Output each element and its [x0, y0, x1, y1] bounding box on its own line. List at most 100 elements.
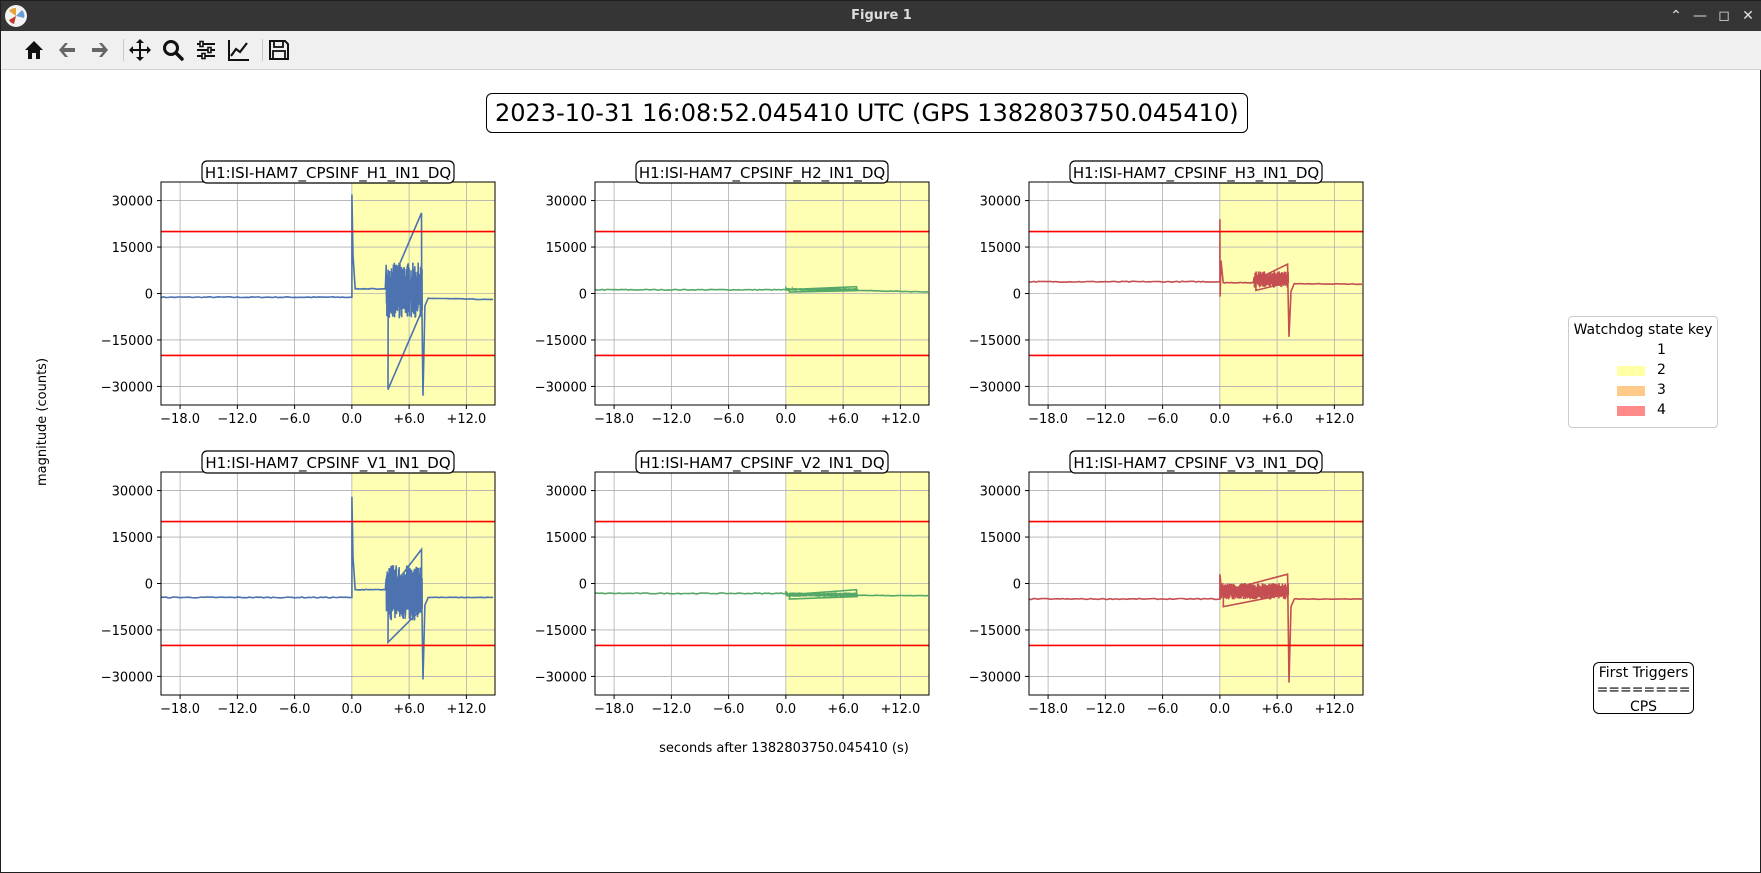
x-tick-label: −12.0 [651, 412, 691, 427]
x-tick-label: +6.0 [827, 702, 859, 717]
x-tick-label: −6.0 [279, 702, 311, 717]
triggers-divider: ======== [1596, 682, 1691, 698]
y-tick-label: 15000 [112, 241, 153, 256]
figure-canvas[interactable]: −18.0 −12.0 −6.0 0.0 +6.0 +12.0 30000 15000 0 −15… [6, 70, 1757, 870]
y-tick-label: −30000 [101, 380, 153, 395]
y-tick-label: 30000 [546, 195, 587, 210]
series-line [161, 194, 494, 396]
y-tick-label: 15000 [546, 241, 587, 256]
x-tick-label: 0.0 [776, 702, 797, 717]
y-tick-label: 30000 [980, 485, 1021, 500]
y-tick-label: 0 [1013, 288, 1021, 303]
series-line [1029, 573, 1363, 683]
legend-entry: 1 [1569, 341, 1717, 361]
y-tick-label: −15000 [101, 334, 153, 349]
minimize-chevron-icon[interactable]: ⌃ [1670, 8, 1682, 24]
save-button[interactable] [264, 35, 294, 65]
subplot-axes: −18.0 −12.0 −6.0 0.0 +6.0 +12.0 30000 15000 0 −15… [969, 160, 1364, 427]
y-tick-label: −30000 [969, 670, 1021, 685]
x-tick-label: +12.0 [880, 702, 920, 717]
y-tick-label: 0 [145, 288, 153, 303]
subplot-axes: −18.0 −12.0 −6.0 0.0 +6.0 +12.0 30000 15000 0 −15… [969, 450, 1364, 717]
close-button[interactable]: ✕ [1742, 8, 1754, 24]
x-axis-label: seconds after 1382803750.045410 (s) [659, 741, 909, 756]
subplot-axes: −18.0 −12.0 −6.0 0.0 +6.0 +12.0 30000 15000 0 −15… [101, 160, 496, 427]
subplot-title-box [1069, 160, 1323, 184]
home-icon [25, 41, 43, 59]
y-tick-label: 30000 [546, 485, 587, 500]
x-tick-label: −18.0 [594, 702, 634, 717]
y-tick-label: 15000 [112, 531, 153, 546]
x-tick-label: +12.0 [1314, 412, 1354, 427]
y-tick-label: 0 [145, 578, 153, 593]
x-tick-label: +6.0 [1261, 412, 1293, 427]
zoom-button[interactable] [158, 35, 188, 65]
x-tick-label: +12.0 [446, 412, 486, 427]
y-tick-label: 15000 [980, 531, 1021, 546]
subplot-title: H1:ISI-HAM7_CPSINF_V2_IN1_DQ [639, 454, 884, 473]
y-tick-label: 15000 [980, 241, 1021, 256]
maximize-button[interactable]: ◻ [1718, 8, 1730, 24]
home-button[interactable] [19, 35, 49, 65]
x-tick-label: +12.0 [880, 412, 920, 427]
x-tick-label: −6.0 [713, 702, 745, 717]
x-tick-label: +6.0 [393, 412, 425, 427]
edit-axis-button[interactable] [224, 35, 254, 65]
legend-swatch [1617, 366, 1645, 376]
subplot-title-box [635, 160, 889, 184]
x-tick-label: 0.0 [1210, 702, 1231, 717]
y-tick-label: 0 [1013, 578, 1021, 593]
forward-button[interactable] [85, 35, 115, 65]
y-tick-label: 30000 [980, 195, 1021, 210]
subplot-title: H1:ISI-HAM7_CPSINF_H2_IN1_DQ [639, 164, 885, 183]
x-tick-label: 0.0 [342, 412, 363, 427]
y-tick-label: −15000 [535, 624, 587, 639]
configure-subplots-button[interactable] [191, 35, 221, 65]
y-axis-label: magnitude (counts) [35, 358, 50, 486]
series-line [1029, 219, 1363, 337]
y-tick-label: 15000 [546, 531, 587, 546]
back-icon [59, 43, 75, 57]
toolbar-separator [123, 39, 124, 61]
subplot-title: H1:ISI-HAM7_CPSINF_V1_IN1_DQ [205, 454, 450, 473]
x-tick-label: +6.0 [1261, 702, 1293, 717]
subplot-axes: −18.0 −12.0 −6.0 0.0 +6.0 +12.0 30000 15000 0 −15… [101, 450, 496, 717]
figure-suptitle: 2023-10-31 16:08:52.045410 UTC (GPS 1382… [486, 93, 1248, 133]
x-tick-label: −18.0 [160, 702, 200, 717]
legend-label: 2 [1657, 362, 1666, 378]
x-tick-label: 0.0 [342, 702, 363, 717]
x-tick-label: +6.0 [827, 412, 859, 427]
x-tick-label: −12.0 [651, 702, 691, 717]
x-tick-label: −18.0 [160, 412, 200, 427]
subplot-title-box [635, 450, 889, 474]
triggers-value: CPS [1629, 699, 1658, 715]
legend-label: 3 [1657, 382, 1666, 398]
series-line [595, 285, 929, 293]
y-tick-label: −30000 [535, 380, 587, 395]
triggers-heading: First Triggers [1598, 665, 1689, 681]
y-tick-label: 0 [579, 288, 587, 303]
x-tick-label: 0.0 [1210, 412, 1231, 427]
series-line [161, 496, 494, 680]
y-tick-label: 0 [579, 578, 587, 593]
app-icon [5, 5, 27, 27]
watchdog-legend: Watchdog state key 1 2 3 4 [1568, 316, 1718, 428]
zoom-icon [163, 40, 184, 61]
y-tick-label: −15000 [101, 624, 153, 639]
back-button[interactable] [52, 35, 82, 65]
subplot-title: H1:ISI-HAM7_CPSINF_H3_IN1_DQ [1073, 164, 1319, 183]
minimize-button[interactable]: — [1693, 8, 1707, 24]
subplot-title-box [1069, 450, 1323, 474]
legend-entry: 2 [1569, 361, 1717, 381]
x-tick-label: −6.0 [1147, 702, 1179, 717]
pan-button[interactable] [125, 35, 155, 65]
title-bar: Figure 1 ⌃ — ◻ ✕ [1, 1, 1761, 31]
x-tick-label: −12.0 [1085, 412, 1125, 427]
y-tick-label: −15000 [535, 334, 587, 349]
subplot-axes: −18.0 −12.0 −6.0 0.0 +6.0 +12.0 30000 15000 0 −15… [535, 160, 930, 427]
series-line [595, 588, 929, 600]
x-tick-label: −12.0 [217, 412, 257, 427]
y-tick-label: 30000 [112, 485, 153, 500]
x-tick-label: −18.0 [594, 412, 634, 427]
